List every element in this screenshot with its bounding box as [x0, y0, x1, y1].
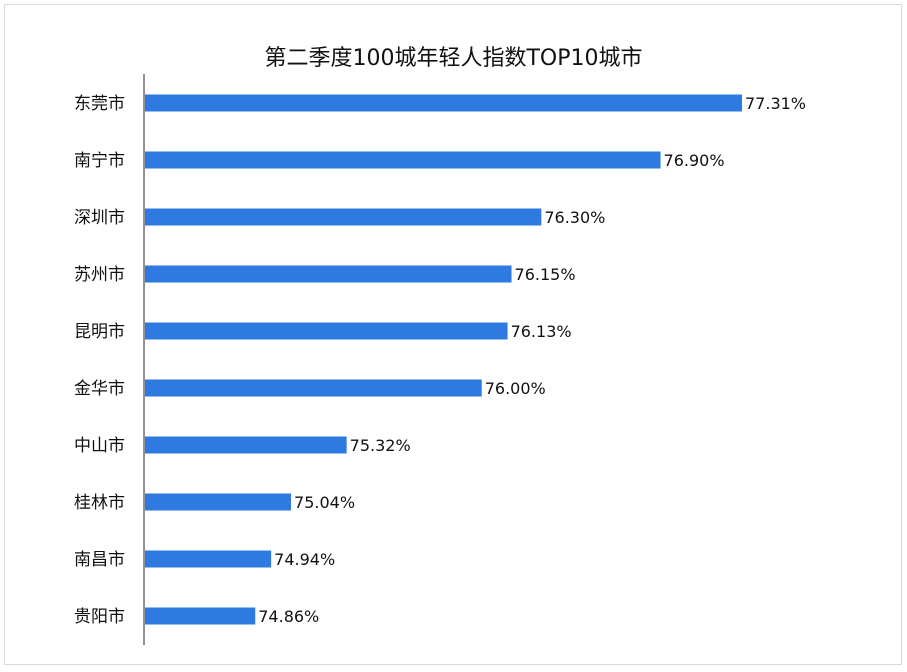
value-label: 75.32% [350, 436, 411, 455]
value-label: 77.31% [745, 94, 806, 113]
category-label: 南昌市 [74, 550, 125, 570]
value-label: 76.13% [511, 322, 572, 341]
value-label: 76.30% [544, 208, 605, 227]
category-label: 桂林市 [74, 493, 125, 513]
bar [145, 322, 508, 340]
value-label: 75.04% [294, 493, 355, 512]
bar [145, 151, 661, 169]
value-label: 74.86% [258, 607, 319, 626]
category-label: 金华市 [74, 379, 125, 399]
bar [145, 94, 742, 112]
bar [145, 379, 482, 397]
value-label: 76.00% [485, 379, 546, 398]
category-label: 南宁市 [74, 151, 125, 171]
bar [145, 493, 292, 511]
value-label: 74.94% [274, 550, 335, 569]
bar [145, 607, 256, 625]
category-label: 贵阳市 [74, 607, 125, 627]
bar [145, 265, 512, 283]
chart-title: 第二季度100城年轻人指数TOP10城市 [264, 46, 643, 71]
category-label: 东莞市 [74, 94, 125, 114]
bar [145, 208, 542, 226]
category-label: 中山市 [74, 436, 125, 456]
category-label: 深圳市 [74, 208, 125, 228]
value-label: 76.15% [515, 265, 576, 284]
category-label: 苏州市 [74, 265, 125, 285]
category-label: 昆明市 [74, 322, 125, 342]
bar [145, 436, 347, 454]
bar [145, 550, 272, 568]
value-label: 76.90% [664, 151, 725, 170]
